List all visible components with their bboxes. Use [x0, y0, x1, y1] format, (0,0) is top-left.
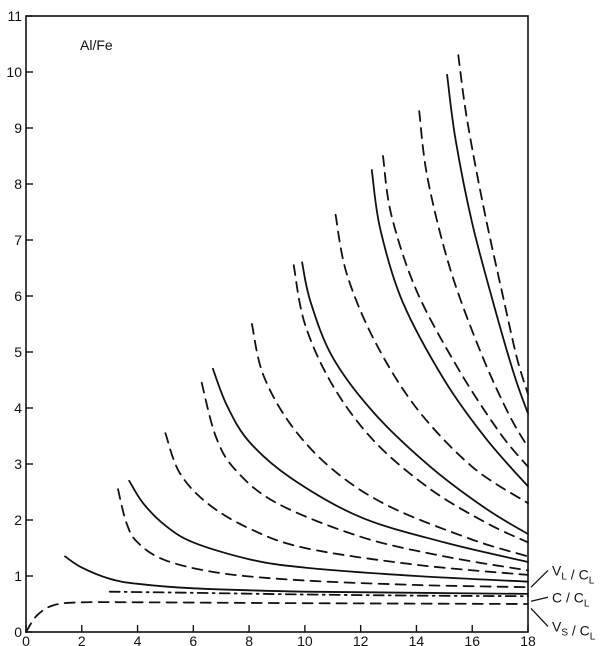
- series-line-5-solid: [128, 479, 529, 583]
- series-line-7-dash: [200, 381, 529, 572]
- series-line-13-solid: [370, 169, 529, 488]
- series-line-8-solid: [212, 367, 529, 563]
- series-line-2-dashdot: [108, 590, 529, 598]
- right-labels: VL / CL C / CL VS / CL: [530, 562, 596, 642]
- series-line-10-dash: [292, 264, 529, 544]
- series-line-6-dash: [164, 432, 529, 576]
- series-line-3-solid: [64, 555, 529, 595]
- x-tick-label: 0: [22, 633, 30, 646]
- series-line-12-dash: [334, 213, 529, 505]
- right-label-1: VL / CL: [552, 562, 595, 586]
- x-axis: 0 2 4 6 8 10 12 14 16 18: [22, 625, 536, 646]
- plot-frame: [25, 15, 529, 633]
- x-tick-label: 12: [353, 633, 369, 646]
- x-tick-label: 2: [78, 633, 86, 646]
- y-tick-label: 7: [14, 232, 22, 248]
- y-tick-label: 8: [14, 176, 22, 192]
- y-tick-label: 6: [14, 288, 22, 304]
- series-line-15-dash: [418, 110, 529, 449]
- y-axis: 0 1 2 3 4 5 6 7 8 9 10 11: [6, 8, 33, 640]
- x-tick-label: 16: [464, 633, 480, 646]
- series-line-4-dash: [117, 488, 529, 589]
- right-label-2: C / CL: [552, 589, 590, 609]
- y-tick-label: 0: [14, 624, 22, 640]
- series-line-11-solid: [301, 261, 529, 535]
- y-tick-label: 2: [14, 512, 22, 528]
- series-line-14-dash: [382, 155, 529, 468]
- right-label-3: VS / CL: [552, 618, 596, 642]
- series-group: [25, 54, 529, 633]
- arrow-1: [530, 569, 549, 588]
- y-tick-label: 1: [14, 568, 22, 584]
- series-line-9-dash: [251, 323, 529, 558]
- series-line-17-dash: [457, 54, 529, 395]
- y-tick-label: 5: [14, 344, 22, 360]
- y-tick-label: 10: [6, 64, 22, 80]
- y-tick-label: 11: [7, 8, 22, 24]
- y-tick-label: 9: [14, 120, 22, 136]
- y-tick-label: 4: [14, 400, 22, 416]
- x-tick-label: 6: [189, 633, 197, 646]
- x-tick-label: 4: [134, 633, 142, 646]
- y-tick-label: 3: [14, 456, 22, 472]
- x-tick-label: 8: [245, 633, 253, 646]
- series-line-16-solid: [446, 73, 529, 415]
- arrow-2: [530, 596, 549, 602]
- annotation-al-fe: Al/Fe: [80, 37, 113, 53]
- arrow-3: [530, 608, 549, 627]
- x-tick-label: 10: [297, 633, 313, 646]
- x-tick-label: 18: [520, 633, 536, 646]
- x-tick-label: 14: [409, 633, 425, 646]
- series-line-1-dash: [25, 601, 529, 633]
